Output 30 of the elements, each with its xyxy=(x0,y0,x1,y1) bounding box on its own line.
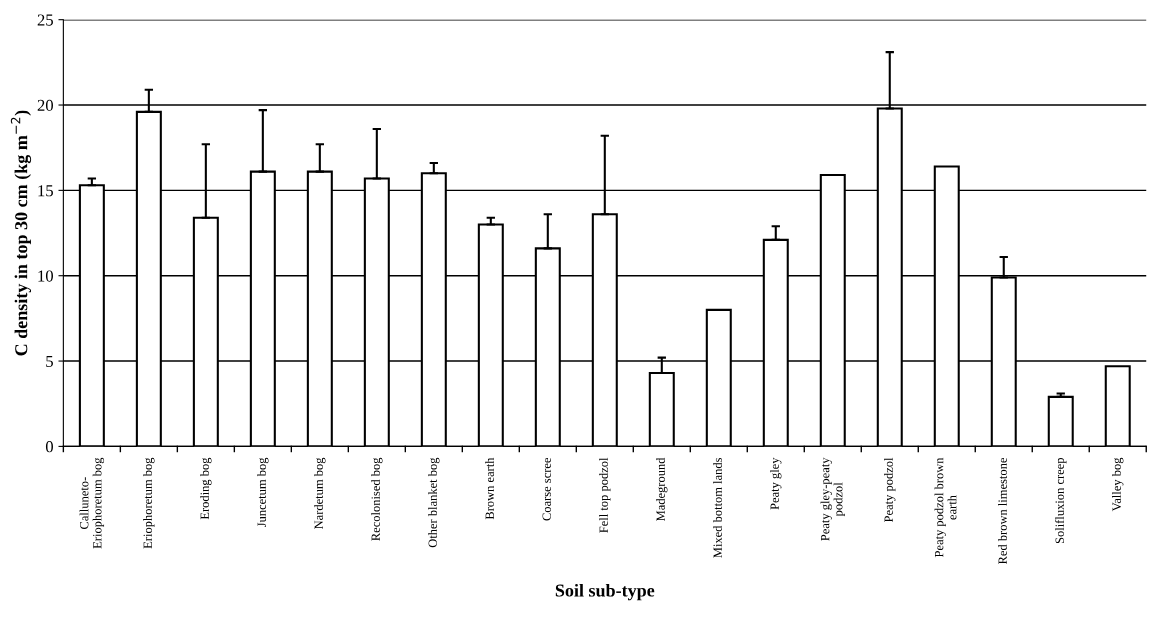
y-tick-label: 15 xyxy=(38,185,53,197)
x-tick-label: Fell top podzol xyxy=(599,457,611,533)
x-tick-label: Eriophoretum bog xyxy=(143,457,155,549)
y-tick-label: 10 xyxy=(38,270,53,282)
y-tick-label: 20 xyxy=(37,99,53,111)
x-tick-label: Mixed bottom lands xyxy=(713,457,722,558)
x-tick-label: Valley bog xyxy=(1112,457,1124,512)
bar xyxy=(1047,395,1074,447)
x-tick-label: Peaty podzol xyxy=(884,457,896,523)
x-axis-title: Soil sub-type xyxy=(555,583,655,601)
x-tick-label: Solifluxion creep xyxy=(1055,458,1067,544)
x-tick-label: Eroding bog xyxy=(200,457,212,520)
x-tick-label: Peaty podzol brown earth xyxy=(934,457,957,558)
y-tick-label: 0 xyxy=(45,441,53,453)
x-tick-label: Peaty gley xyxy=(770,457,782,510)
x-tick-label: Juncetum bog xyxy=(257,457,269,528)
x-tick-label: Coarse scree xyxy=(542,457,551,521)
x-tick-label: Nardetum bog xyxy=(314,457,326,530)
bar xyxy=(648,371,675,447)
x-tick-label: Other blanket bog xyxy=(428,457,440,548)
y-axis-title: C density in top 30 cm (kg m$^{−2}$) xyxy=(10,110,32,356)
y-tick-label: 5 xyxy=(46,355,53,368)
bar xyxy=(1104,365,1131,447)
y-tick-label: 25 xyxy=(37,14,53,26)
x-tick-label: Brown earth xyxy=(485,457,494,520)
x-tick-label: Calluneto- Eriophoretum bog xyxy=(79,457,105,549)
x-tick-label: Madeground xyxy=(656,457,668,522)
x-tick-label: Recolonised bog xyxy=(371,457,383,541)
x-tick-label: Peaty gley-peaty podzol xyxy=(820,457,845,541)
x-tick-label: Red brown limestone xyxy=(998,457,1007,565)
